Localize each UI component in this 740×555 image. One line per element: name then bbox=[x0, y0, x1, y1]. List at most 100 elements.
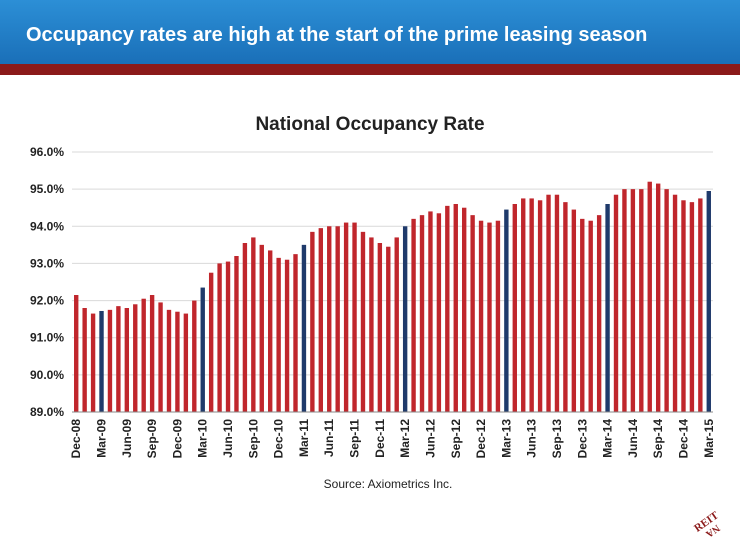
bar-Jun-14 bbox=[630, 189, 636, 412]
bar-Nov-09 bbox=[166, 309, 172, 412]
bar-Sep-13 bbox=[554, 194, 560, 412]
bar-Feb-09 bbox=[90, 313, 96, 412]
x-tick-label: Mar-14 bbox=[601, 419, 615, 458]
bar-Apr-10 bbox=[208, 272, 214, 412]
x-tick-label: Sep-12 bbox=[449, 419, 463, 459]
bar-Jan-09 bbox=[82, 308, 87, 412]
x-tick-label: Sep-13 bbox=[550, 419, 564, 459]
bar-Sep-09 bbox=[149, 295, 155, 412]
x-tick-label: Jun-14 bbox=[626, 419, 640, 458]
bar-Sep-11 bbox=[352, 222, 357, 412]
header-bar: Occupancy rates are high at the start of… bbox=[0, 0, 740, 64]
y-tick-label: 96.0% bbox=[30, 145, 64, 159]
x-tick-label: Dec-11 bbox=[373, 419, 387, 458]
bar-Dec-09 bbox=[175, 311, 180, 412]
bar-Nov-13 bbox=[571, 209, 577, 412]
bar-Aug-12 bbox=[445, 205, 450, 412]
x-tick-label: Mar-13 bbox=[499, 419, 513, 458]
bar-Jun-11 bbox=[327, 226, 332, 412]
x-tick-label: Dec-14 bbox=[676, 419, 690, 459]
header-accent-band bbox=[0, 64, 740, 75]
x-tick-label: Dec-09 bbox=[170, 419, 184, 459]
bar-Feb-13 bbox=[495, 220, 501, 412]
bar-May-14 bbox=[622, 189, 627, 412]
x-tick-label: Dec-08 bbox=[69, 419, 83, 459]
bar-Feb-14 bbox=[596, 215, 602, 412]
bar-Sep-14 bbox=[655, 183, 661, 412]
bar-Feb-12 bbox=[394, 237, 399, 412]
bar-Mar-14 bbox=[605, 204, 610, 412]
bar-Feb-10 bbox=[192, 300, 197, 412]
bar-Jul-09 bbox=[133, 304, 138, 412]
bar-Jan-10 bbox=[183, 313, 189, 412]
bar-Aug-11 bbox=[343, 222, 349, 412]
x-tick-label: Sep-14 bbox=[651, 419, 665, 459]
bar-May-09 bbox=[116, 306, 121, 412]
bar-Dec-13 bbox=[580, 218, 585, 412]
bar-Aug-14 bbox=[647, 181, 652, 412]
bar-Oct-09 bbox=[158, 302, 163, 412]
bar-Jun-12 bbox=[428, 211, 433, 412]
bar-Jan-11 bbox=[284, 259, 290, 412]
chart-title: National Occupancy Rate bbox=[255, 114, 484, 135]
bar-Oct-13 bbox=[563, 202, 568, 412]
x-tick-label: Mar-10 bbox=[196, 419, 210, 458]
bar-Oct-11 bbox=[360, 231, 366, 412]
x-tick-label: Jun-11 bbox=[322, 419, 336, 457]
x-tick-label: Dec-13 bbox=[575, 419, 589, 459]
bar-Apr-13 bbox=[512, 204, 517, 412]
bar-Jul-14 bbox=[639, 189, 644, 412]
bar-Mar-09 bbox=[99, 310, 104, 412]
bar-Feb-11 bbox=[293, 254, 298, 412]
bar-May-10 bbox=[217, 263, 222, 412]
y-tick-label: 93.0% bbox=[30, 256, 64, 270]
bar-Jun-13 bbox=[529, 198, 534, 412]
bar-Mar-12 bbox=[402, 226, 408, 412]
bar-Oct-10 bbox=[259, 244, 264, 412]
bar-Jan-15 bbox=[689, 202, 695, 412]
bar-Nov-12 bbox=[470, 215, 475, 412]
y-tick-label: 94.0% bbox=[30, 219, 64, 233]
bar-Dec-11 bbox=[377, 243, 383, 412]
bar-Dec-08 bbox=[74, 295, 79, 412]
bar-Jan-12 bbox=[386, 246, 391, 412]
bar-Nov-11 bbox=[369, 237, 374, 412]
bar-Mar-15 bbox=[706, 191, 711, 412]
y-tick-label: 92.0% bbox=[30, 294, 64, 308]
bar-Aug-13 bbox=[546, 194, 551, 412]
y-tick-label: 91.0% bbox=[30, 331, 64, 345]
bar-Apr-12 bbox=[411, 218, 416, 412]
bar-Oct-12 bbox=[461, 207, 467, 412]
bar-Feb-15 bbox=[698, 198, 703, 412]
bars bbox=[74, 181, 711, 412]
x-tick-label: Sep-09 bbox=[145, 419, 159, 459]
bar-Aug-09 bbox=[141, 298, 146, 412]
bar-Dec-12 bbox=[478, 220, 484, 412]
bar-Aug-10 bbox=[242, 243, 248, 412]
bar-Nov-14 bbox=[672, 194, 678, 412]
bar-Dec-10 bbox=[276, 257, 281, 412]
x-tick-label: Mar-12 bbox=[398, 419, 412, 458]
bar-Jan-14 bbox=[588, 220, 593, 412]
bar-Oct-14 bbox=[664, 189, 669, 412]
x-tick-label: Jun-10 bbox=[221, 419, 235, 458]
x-axis-ticks: Dec-08 Mar-09 Jun-09 Sep-09 Dec-09 Mar-10 Jun-… bbox=[69, 419, 716, 459]
bar-Jul-10 bbox=[234, 256, 239, 412]
nareit-logo: REIT NA bbox=[692, 509, 722, 540]
bar-May-12 bbox=[419, 215, 425, 412]
bar-May-13 bbox=[521, 198, 526, 412]
y-tick-label: 95.0% bbox=[30, 182, 64, 196]
x-tick-label: Dec-12 bbox=[474, 419, 488, 459]
bar-Sep-10 bbox=[251, 237, 256, 412]
x-tick-label: Mar-11 bbox=[297, 419, 311, 457]
bar-Jun-09 bbox=[124, 308, 130, 412]
bar-Mar-13 bbox=[504, 209, 509, 412]
bar-Apr-14 bbox=[613, 194, 619, 412]
x-tick-label: Dec-10 bbox=[272, 419, 286, 459]
bar-Sep-12 bbox=[453, 204, 458, 412]
page-title: Occupancy rates are high at the start of… bbox=[26, 24, 648, 46]
y-axis-ticks: 89.0% 90.0% 91.0% 92.0% 93.0% 94.0% 95.0% 96.0% bbox=[30, 145, 64, 419]
x-tick-label: Mar-09 bbox=[95, 419, 109, 458]
bar-Nov-10 bbox=[268, 250, 273, 412]
